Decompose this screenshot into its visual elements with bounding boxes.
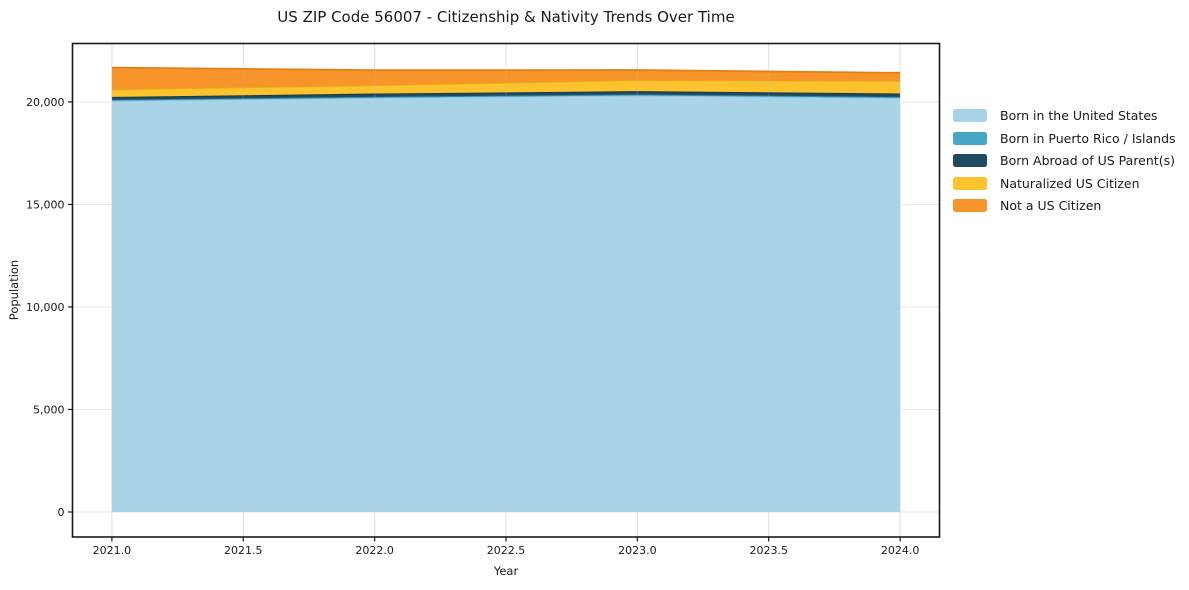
area-band [111,91,901,100]
legend-swatch [953,176,987,190]
legend: Born in the United States Born in Puerto … [953,108,1176,222]
x-tick-label: 2024.0 [881,544,920,557]
x-tick-label: 2023.0 [618,544,657,557]
x-tick-label: 2022.5 [487,544,526,557]
y-tick-label: 20,000 [26,96,65,109]
legend-swatch [953,199,987,212]
legend-item: Born Abroad of US Parent(s) [953,153,1176,168]
legend-item: Naturalized US Citizen [953,175,1176,191]
legend-swatch [953,154,987,167]
x-axis-label: Year [493,564,519,578]
x-tick-label: 2022.0 [355,544,394,557]
legend-swatch [953,131,987,145]
area-band [111,67,901,90]
area-band [111,95,901,512]
area-top-edge [111,66,901,74]
legend-item: Born in the United States [953,108,1176,123]
legend-swatch [953,109,987,122]
legend-item: Born in Puerto Rico / Islands [953,130,1176,146]
y-tick-label: 5,000 [33,403,65,416]
legend-label: Not a US Citizen [1000,198,1102,213]
legend-label: Naturalized US Citizen [1000,175,1140,191]
x-tick-label: 2021.0 [93,544,132,557]
legend-label: Born Abroad of US Parent(s) [1000,153,1175,168]
x-tick-label: 2023.5 [749,544,788,557]
legend-item: Not a US Citizen [953,198,1176,213]
area-band [111,80,901,97]
chart-title: US ZIP Code 56007 - Citizenship & Nativi… [277,8,735,26]
legend-label: Born in Puerto Rico / Islands [1000,130,1176,146]
y-tick-label: 10,000 [26,301,65,314]
legend-label: Born in the United States [1000,108,1158,123]
y-axis-label: Population [7,259,21,321]
y-tick-label: 0 [58,506,65,519]
y-tick-label: 15,000 [26,198,65,211]
x-tick-label: 2021.5 [224,544,263,557]
